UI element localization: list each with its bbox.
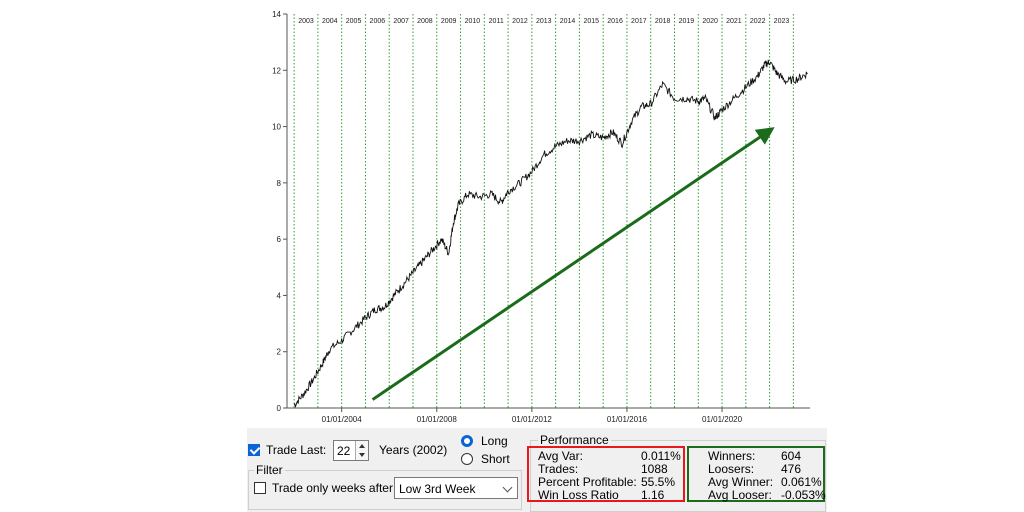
year-label: 2008	[417, 18, 433, 25]
win-loss-ratio-value: 1.16	[641, 488, 665, 502]
chart-svg: 0 2 4 6 8 10 12 14 2003 2004 2005 2006 2007 2008 2009 2…	[272, 10, 810, 424]
avg-winner-label: Avg Winner:	[708, 475, 774, 489]
years-label: Years (2002)	[379, 443, 448, 457]
year-label: 2023	[774, 18, 790, 25]
long-radio[interactable]	[461, 435, 473, 447]
year-label: 2004	[322, 18, 338, 25]
percent-profitable-value: 55.5%	[641, 475, 676, 489]
winners-label: Winners:	[708, 449, 756, 463]
years-value: 22	[337, 444, 351, 458]
percent-profitable-label: Percent Profitable:	[538, 475, 637, 489]
year-label: 2003	[298, 18, 314, 25]
loosers-value: 476	[781, 462, 802, 476]
year-label: 2021	[726, 18, 742, 25]
weeks-option: Low 3rd Week	[399, 482, 476, 496]
year-label: 2019	[679, 18, 695, 25]
stepper-buttons[interactable]	[355, 441, 368, 460]
trade-last-label: Trade Last:	[266, 443, 327, 457]
year-label: 2009	[441, 18, 457, 25]
year-label: 2012	[512, 18, 528, 25]
winners-value: 604	[781, 449, 802, 463]
avg-looser-label: Avg Looser:	[708, 488, 772, 502]
year-label: 2015	[584, 18, 600, 25]
filter-label: Filter	[254, 463, 285, 477]
y-tick-label: 0	[277, 404, 282, 413]
y-tick-label: 4	[277, 291, 282, 300]
y-tick-label: 10	[272, 123, 281, 132]
y-tick-label: 14	[272, 10, 281, 19]
trade-last-checkbox[interactable]	[248, 444, 260, 456]
trade-weeks-label: Trade only weeks after:	[272, 481, 397, 495]
x-tick-label: 01/01/2012	[512, 415, 553, 424]
filter-group	[248, 470, 522, 510]
avg-looser-value: -0.053%	[781, 488, 826, 502]
performance-left-box: Avg Var: 0.011% Trades: 1088 Percent Pro…	[527, 446, 685, 502]
avg-winner-value: 0.061%	[781, 475, 822, 489]
year-label: 2006	[370, 18, 386, 25]
y-tick-label: 12	[272, 66, 281, 75]
trend-arrow	[371, 127, 775, 401]
equity-series-line	[293, 59, 808, 409]
year-label: 2022	[750, 18, 766, 25]
loosers-label: Loosers:	[708, 462, 755, 476]
year-label: 2020	[702, 18, 718, 25]
win-loss-ratio-label: Win Loss Ratio	[538, 488, 619, 502]
trades-value: 1088	[641, 462, 668, 476]
short-label: Short	[481, 452, 510, 466]
x-tick-label: 01/01/2016	[607, 415, 648, 424]
chevron-down-icon[interactable]	[359, 453, 365, 457]
performance-right-box: Winners: 604 Loosers: 476 Avg Winner: 0.…	[687, 446, 826, 502]
trades-label: Trades:	[538, 462, 579, 476]
x-tick-label: 01/01/2008	[417, 415, 458, 424]
weeks-dropdown[interactable]: Low 3rd Week	[394, 477, 518, 499]
equity-chart: 0 2 4 6 8 10 12 14 2003 2004 2005 2006 2007 2008 2009 2…	[247, 0, 827, 428]
long-label: Long	[481, 434, 508, 448]
year-label: 2016	[607, 18, 623, 25]
y-tick-label: 8	[277, 179, 282, 188]
year-label: 2010	[465, 18, 481, 25]
years-stepper[interactable]: 22	[333, 440, 369, 461]
chevron-up-icon[interactable]	[359, 444, 365, 448]
performance-title: Performance	[538, 433, 611, 447]
year-label: 2017	[631, 18, 647, 25]
chevron-down-icon[interactable]	[502, 482, 513, 493]
year-label: 2014	[560, 18, 576, 25]
avg-var-label: Avg Var:	[538, 449, 583, 463]
year-label: 2013	[536, 18, 552, 25]
trade-weeks-checkbox[interactable]	[254, 482, 266, 494]
year-label: 2007	[393, 18, 409, 25]
x-tick-label: 01/01/2020	[702, 415, 743, 424]
y-tick-label: 2	[277, 348, 282, 357]
short-radio[interactable]	[461, 453, 473, 465]
year-label: 2011	[489, 18, 504, 25]
year-label: 2005	[346, 18, 362, 25]
year-label: 2018	[655, 18, 671, 25]
avg-var-value: 0.011%	[641, 449, 681, 463]
y-tick-label: 6	[277, 235, 282, 244]
x-tick-label: 01/01/2004	[322, 415, 363, 424]
